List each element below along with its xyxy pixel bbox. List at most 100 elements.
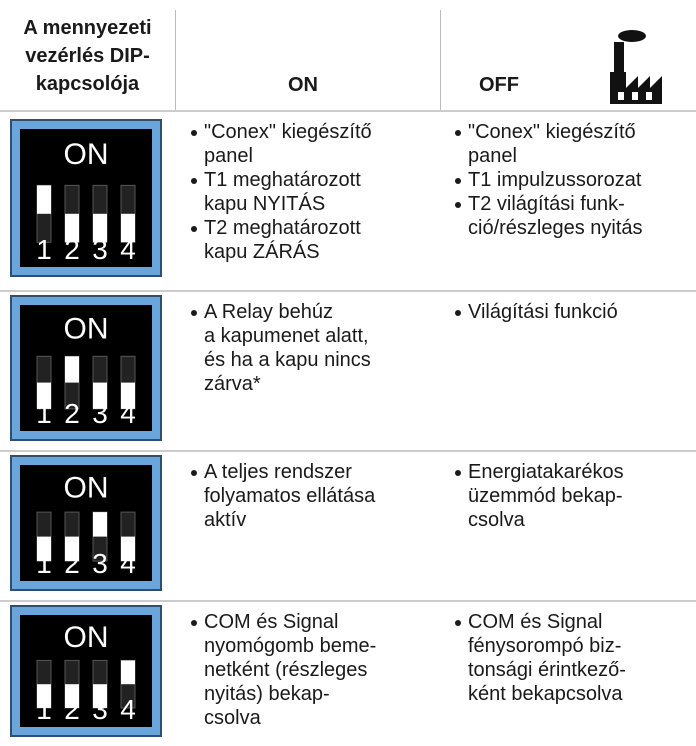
switch-number: 3 [92, 398, 108, 429]
row-divider [0, 450, 696, 452]
divider [440, 10, 441, 110]
header-on: ON [288, 74, 318, 96]
bullet [191, 226, 197, 232]
row-divider [0, 600, 696, 602]
bullet-item: T2 világítási funk-ció/részleges nyitás [454, 192, 643, 240]
text-line: kapu ZÁRÁS [204, 241, 320, 263]
bullet-item: T2 meghatározott kapu ZÁRÁS [190, 216, 372, 264]
bullet [455, 178, 461, 184]
text-line: COM és Signal [204, 611, 339, 633]
bullet-item: "Conex" kiegészítő panel [190, 120, 372, 168]
switch-number: 4 [120, 398, 136, 429]
cell-on: A teljes rendszer folyamatos ellátása aktí… [190, 460, 375, 532]
text-line: "Conex" kiegészítő [204, 121, 372, 143]
bullet [191, 470, 197, 476]
text-line: T1 meghatározott [204, 169, 361, 191]
text-line: nyitás) bekap- [204, 683, 330, 705]
text-line: netként (részleges [204, 659, 368, 681]
cell-on: "Conex" kiegészítő panel T1 meghatározott k… [190, 120, 372, 264]
header-line: A mennyezeti [23, 17, 152, 39]
bullet-item: A Relay behúz a kapumenet alatt, és ha a k… [190, 300, 371, 396]
dip-switch: ON 1 2 3 4 [10, 455, 162, 591]
switch-label: ON [64, 313, 109, 346]
bullet [455, 202, 461, 208]
switch-lever [93, 213, 107, 243]
header-line: vezérlés DIP- [25, 45, 150, 67]
bullet [455, 310, 461, 316]
text-line: ként bekapcsolva [468, 683, 623, 705]
header-line: kapcsolója [35, 73, 140, 95]
bullet [455, 470, 461, 476]
text-line: a kapumenet alatt, [204, 325, 369, 347]
text-line: folyamatos ellátása [204, 485, 376, 507]
text-line: Energiatakarékos [468, 461, 624, 483]
text-line: üzemmód bekap- [468, 485, 623, 507]
switch-number: 4 [120, 548, 136, 579]
cell-on: A Relay behúz a kapumenet alatt, és ha a k… [190, 300, 371, 396]
text-line: tonsági érintkező- [468, 659, 626, 681]
switch-lever [121, 660, 135, 685]
text-line: T2 meghatározott [204, 217, 361, 239]
bullet-item: T1 meghatározott kapu NYITÁS [190, 168, 372, 216]
switch-label: ON [64, 138, 109, 171]
switch-number: 2 [64, 694, 80, 725]
text-line: COM és Signal [468, 611, 603, 633]
switch-number: 1 [36, 398, 52, 429]
text-line: A Relay behúz [204, 301, 333, 323]
switch-number: 1 [36, 234, 52, 265]
switch-number: 4 [120, 694, 136, 725]
text-line: ció/részleges nyitás [468, 217, 643, 239]
switch-label: ON [64, 471, 109, 504]
bullet [191, 178, 197, 184]
bullet-item: Világítási funkció [454, 300, 618, 324]
bullet-item: A teljes rendszer folyamatos ellátása aktí… [190, 460, 375, 532]
switch-lever [93, 382, 107, 409]
header-off: OFF [479, 74, 519, 96]
text-line: Világítási funkció [468, 301, 618, 323]
bullet [455, 620, 461, 626]
switch-number: 3 [92, 548, 108, 579]
switch-label: ON [64, 621, 109, 654]
text-line: aktív [204, 509, 247, 531]
bullet-item: Energiatakarékos üzemmód bekap-csolva [454, 460, 624, 532]
text-line: "Conex" kiegészítő [468, 121, 636, 143]
text-line: T2 világítási funk- [468, 193, 625, 215]
factory-icon [610, 30, 662, 104]
switch-lever [37, 536, 51, 562]
row-divider [0, 110, 696, 112]
text-line: panel [204, 145, 253, 167]
text-line: csolva [468, 509, 525, 531]
switch-lever [121, 382, 135, 409]
switch-lever [65, 213, 79, 243]
divider [175, 10, 176, 110]
text-line: nyomógomb beme- [204, 635, 377, 657]
text-line: panel [468, 145, 517, 167]
switch-lever [121, 536, 135, 562]
switch-number: 2 [64, 548, 80, 579]
text-line: csolva [204, 707, 261, 729]
dip-switch: ON 1 2 3 4 [10, 605, 162, 737]
text-line: és ha a kapu nincs [204, 349, 371, 371]
text-line: A teljes rendszer [204, 461, 352, 483]
switch-lever [93, 684, 107, 708]
text-line: zárva* [204, 373, 261, 395]
switch-lever [65, 684, 79, 708]
bullet [191, 310, 197, 316]
text-line: kapu NYITÁS [204, 193, 326, 215]
cell-on: COM és Signal nyomógomb beme-netként (rés… [190, 610, 376, 730]
switch-lever [65, 356, 79, 383]
dip-switch: ON 1 2 3 4 [10, 295, 162, 441]
switch-lever [37, 382, 51, 409]
bullet [191, 130, 197, 136]
text-line: T1 impulzussorozat [468, 169, 642, 191]
header-col1: A mennyezeti vezérlés DIP- kapcsolója [0, 14, 175, 98]
bullet [455, 130, 461, 136]
bullet-item: COM és Signal nyomógomb beme-netként (rés… [190, 610, 376, 730]
switch-number: 2 [64, 234, 80, 265]
cell-off: Energiatakarékos üzemmód bekap-csolva [454, 460, 624, 532]
dip-switch: ON 1 2 3 4 [10, 119, 162, 277]
switch-number: 1 [36, 694, 52, 725]
switch-lever [65, 536, 79, 562]
cell-off: "Conex" kiegészítő panel T1 impulzussoroza… [454, 120, 643, 240]
